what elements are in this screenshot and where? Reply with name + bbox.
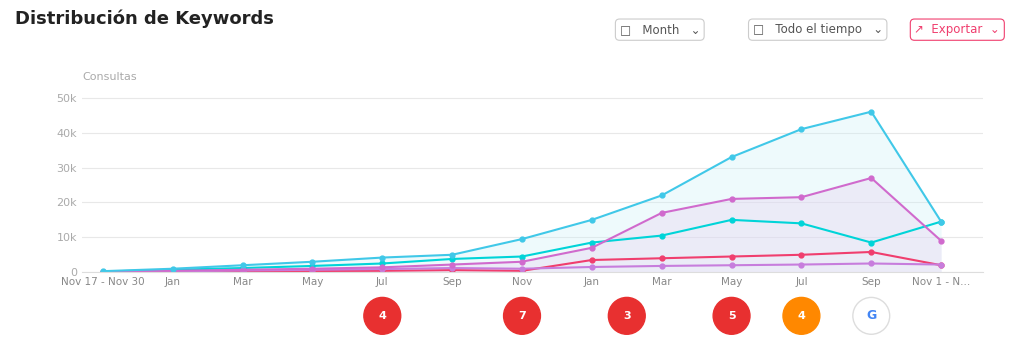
Text: 7: 7 <box>518 311 526 321</box>
Top 21-50 <box>725 197 737 201</box>
Top 11-20 <box>935 220 947 224</box>
Top 51-100 <box>446 253 459 257</box>
Text: G: G <box>866 309 877 322</box>
Text: □   Month   ⌄: □ Month ⌄ <box>620 23 700 36</box>
Line: Top 11-20: Top 11-20 <box>100 217 943 274</box>
Top 04-10 <box>655 264 668 268</box>
Top 11-20 <box>865 240 878 245</box>
Top 51-100 <box>655 193 668 198</box>
Top 03 <box>516 269 528 273</box>
Text: 3: 3 <box>623 311 631 321</box>
Top 03 <box>586 258 598 262</box>
Top 21-50 <box>237 268 249 272</box>
Top 11-20 <box>516 254 528 259</box>
Top 03 <box>237 269 249 274</box>
Text: Consultas: Consultas <box>82 72 136 82</box>
Top 04-10 <box>306 268 318 272</box>
Top 03 <box>167 270 179 274</box>
Top 11-20 <box>237 266 249 270</box>
Top 21-50 <box>167 269 179 273</box>
Line: Top 04-10: Top 04-10 <box>100 261 943 274</box>
Top 51-100 <box>376 255 388 260</box>
Top 04-10 <box>796 262 808 267</box>
Top 51-100 <box>96 269 109 273</box>
Top 21-50 <box>376 265 388 269</box>
Top 51-100 <box>167 267 179 271</box>
Line: Top 03: Top 03 <box>100 250 943 274</box>
Top 11-20 <box>796 221 808 225</box>
Top 11-20 <box>306 264 318 268</box>
Top 04-10 <box>96 270 109 274</box>
Top 04-10 <box>725 263 737 267</box>
Top 03 <box>725 254 737 259</box>
Top 04-10 <box>586 265 598 269</box>
Text: Distribución de Keywords: Distribución de Keywords <box>15 10 274 28</box>
Top 21-50 <box>796 195 808 199</box>
Top 03 <box>96 270 109 274</box>
Top 21-50 <box>96 270 109 274</box>
Top 51-100 <box>516 237 528 241</box>
Top 21-50 <box>306 267 318 271</box>
Text: □   Todo el tiempo   ⌄: □ Todo el tiempo ⌄ <box>753 23 883 36</box>
Top 03 <box>796 253 808 257</box>
Top 04-10 <box>935 262 947 267</box>
Top 21-50 <box>446 262 459 267</box>
Top 21-50 <box>935 239 947 243</box>
Top 11-20 <box>446 257 459 261</box>
Top 03 <box>446 268 459 272</box>
Top 03 <box>865 250 878 254</box>
Top 51-100 <box>796 127 808 131</box>
Top 11-20 <box>725 218 737 222</box>
Line: Top 51-100: Top 51-100 <box>100 109 943 274</box>
Top 11-20 <box>167 268 179 272</box>
Top 04-10 <box>446 266 459 270</box>
Top 04-10 <box>167 269 179 274</box>
Top 11-20 <box>586 240 598 245</box>
Top 51-100 <box>237 263 249 267</box>
Text: 4: 4 <box>798 311 805 321</box>
Text: ↗  Exportar  ⌄: ↗ Exportar ⌄ <box>914 23 1000 36</box>
Top 21-50 <box>586 246 598 250</box>
Top 51-100 <box>725 155 737 159</box>
Top 51-100 <box>306 260 318 264</box>
Text: 5: 5 <box>728 311 735 321</box>
Top 11-20 <box>655 233 668 238</box>
Top 51-100 <box>935 220 947 224</box>
Line: Top 21-50: Top 21-50 <box>100 176 943 274</box>
Top 04-10 <box>865 261 878 266</box>
Top 03 <box>376 269 388 273</box>
Top 04-10 <box>516 267 528 271</box>
Top 11-20 <box>96 269 109 274</box>
Top 11-20 <box>376 261 388 266</box>
Top 03 <box>935 263 947 267</box>
Top 04-10 <box>237 268 249 273</box>
Top 03 <box>655 256 668 260</box>
Top 51-100 <box>865 110 878 114</box>
Text: 4: 4 <box>378 311 386 321</box>
Top 21-50 <box>516 260 528 264</box>
Top 21-50 <box>655 211 668 215</box>
Top 51-100 <box>586 218 598 222</box>
Top 04-10 <box>376 267 388 271</box>
Top 21-50 <box>865 176 878 180</box>
Top 03 <box>306 269 318 273</box>
